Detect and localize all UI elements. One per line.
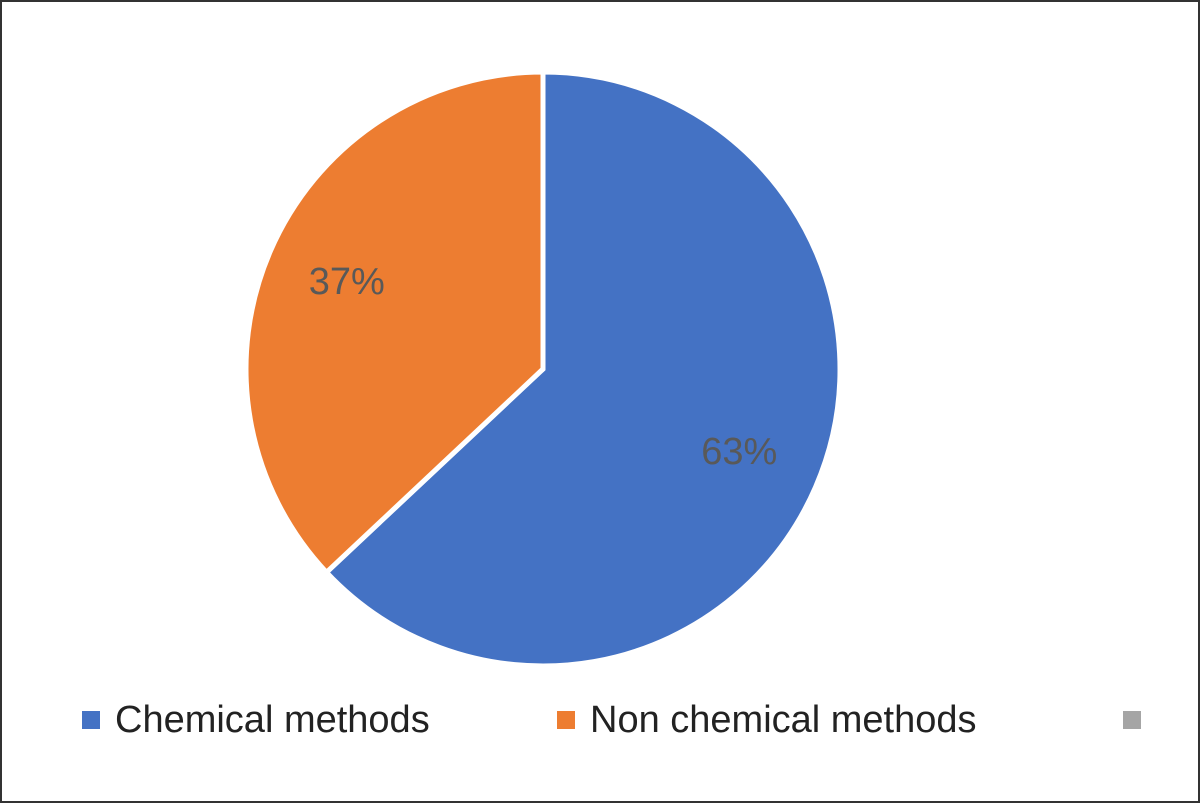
- legend-label: Non chemical methods: [590, 699, 977, 741]
- legend-label: Chemical methods: [115, 699, 430, 741]
- legend-swatch: [82, 711, 100, 729]
- data-label: 37%: [309, 261, 385, 303]
- pie-slice: [243, 69, 546, 576]
- legend-swatch: [557, 711, 575, 729]
- data-label: 63%: [701, 431, 777, 473]
- pie-slice: [322, 69, 843, 669]
- legend-swatch: [1123, 711, 1141, 729]
